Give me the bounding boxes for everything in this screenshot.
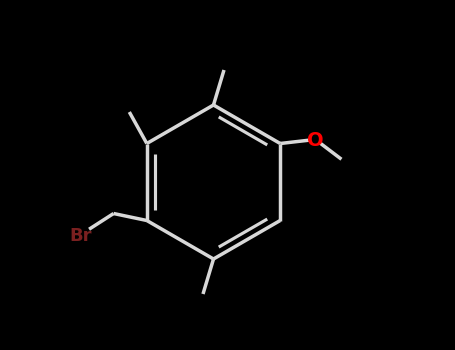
Text: O: O bbox=[307, 131, 324, 149]
Text: Br: Br bbox=[69, 227, 91, 245]
